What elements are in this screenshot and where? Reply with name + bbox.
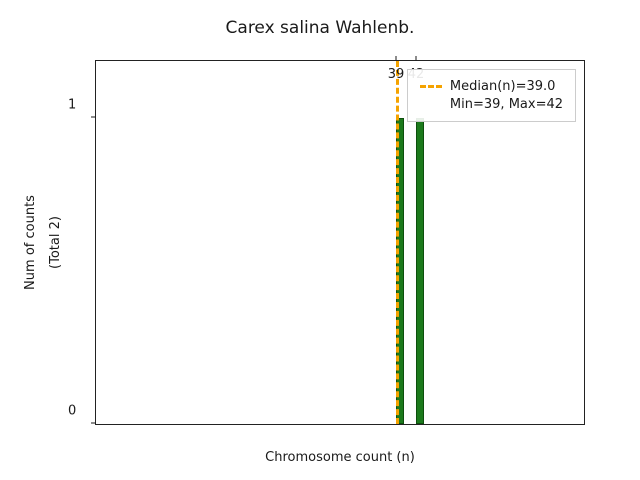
y-tick-mark-1 — [91, 117, 96, 118]
chart-title: Carex salina Wahlenb. — [0, 18, 640, 38]
y-tick-label-1: 1 — [68, 98, 76, 113]
x-tick-label-39: 39 — [388, 67, 405, 82]
legend-minmax-text: Min=39, Max=42 — [450, 97, 563, 112]
y-tick-label-0: 0 — [68, 404, 76, 419]
legend-row-minmax: Min=39, Max=42 — [450, 97, 563, 112]
y-total-label: (Total 2) — [45, 60, 65, 425]
legend-box[interactable]: Median(n)=39.0 Min=39, Max=42 — [407, 69, 576, 122]
median-legend-swatch — [420, 85, 442, 88]
legend-row-median: Median(n)=39.0 — [420, 79, 563, 94]
x-tick-mark-42 — [416, 56, 417, 61]
y-tick-mark-0 — [91, 423, 96, 424]
median-line[interactable] — [396, 61, 399, 424]
legend-median-text: Median(n)=39.0 — [450, 79, 556, 94]
x-axis-label: Chromosome count (n) — [95, 450, 585, 465]
x-tick-mark-39 — [396, 56, 397, 61]
plot-area: 0 1 39 42 Median(n)=39.0 Min=39, Max=42 — [95, 60, 585, 425]
y-axis-label: Num of counts — [20, 60, 40, 425]
chart-container: Carex salina Wahlenb. 0 1 39 42 Median(n… — [0, 0, 640, 480]
bar-42[interactable] — [416, 118, 424, 424]
